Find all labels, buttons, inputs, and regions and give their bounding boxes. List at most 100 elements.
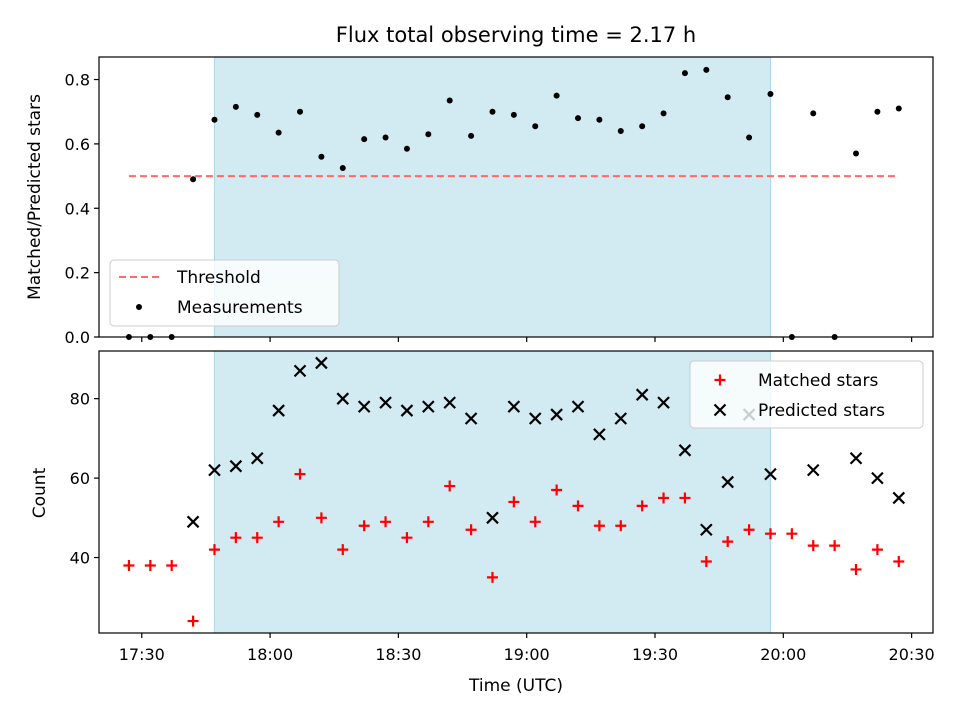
measurement-point bbox=[318, 153, 325, 160]
predicted-stars-point bbox=[678, 444, 692, 457]
matched-stars-point bbox=[422, 516, 434, 528]
measurement-point bbox=[639, 123, 646, 130]
x-tick-label: 20:30 bbox=[889, 645, 935, 664]
predicted-stars-point bbox=[892, 491, 906, 505]
legend-measurements-swatch bbox=[136, 304, 142, 310]
x-tick-label: 18:00 bbox=[247, 645, 293, 664]
matched-stars-point bbox=[529, 516, 541, 528]
matched-stars-point bbox=[829, 540, 841, 552]
matched-stars-point bbox=[893, 556, 905, 568]
predicted-stars-point bbox=[186, 515, 200, 529]
measurement-point bbox=[596, 116, 603, 123]
measurement-point bbox=[510, 111, 517, 118]
x-tick-label: 17:30 bbox=[119, 645, 165, 664]
predicted-stars-point bbox=[422, 400, 435, 413]
matched-stars-point bbox=[572, 500, 584, 512]
observing-window-bottom bbox=[213, 350, 771, 634]
matched-stars-point bbox=[465, 524, 477, 536]
predicted-stars-point bbox=[871, 471, 884, 485]
measurement-point bbox=[232, 103, 239, 110]
matched-stars-point bbox=[850, 563, 862, 575]
measurement-point bbox=[339, 165, 346, 172]
measurement-point bbox=[895, 105, 902, 112]
measurement-point bbox=[575, 115, 582, 122]
measurement-point bbox=[254, 111, 261, 118]
predicted-stars-point bbox=[721, 475, 734, 489]
predicted-stars-point bbox=[507, 400, 521, 413]
matched-stars-point bbox=[380, 516, 392, 528]
y-tick-label: 80 bbox=[70, 390, 90, 409]
matched-stars-point bbox=[144, 559, 156, 571]
measurement-point bbox=[190, 176, 197, 183]
matched-stars-point bbox=[187, 615, 199, 627]
y-axis-label-top: Matched/Predicted stars bbox=[25, 94, 45, 300]
matched-stars-point bbox=[615, 520, 627, 532]
legend-box-bottom bbox=[689, 360, 924, 429]
y-tick-label: 0.0 bbox=[65, 328, 90, 347]
y-tick-label: 0.6 bbox=[65, 135, 90, 154]
matched-stars-point bbox=[658, 492, 670, 504]
matched-stars-point bbox=[208, 544, 220, 556]
predicted-stars-point bbox=[293, 364, 307, 378]
predicted-stars-point bbox=[400, 404, 414, 417]
y-tick-label: 0.4 bbox=[65, 199, 90, 218]
predicted-stars-point bbox=[806, 463, 820, 477]
measurement-point bbox=[874, 108, 881, 115]
legend-threshold-label: Threshold bbox=[176, 268, 261, 288]
chart-title: Flux total observing time = 2.17 h bbox=[336, 23, 696, 47]
matched-stars-point bbox=[486, 571, 498, 583]
predicted-stars-point bbox=[229, 459, 243, 473]
measurement-point bbox=[211, 116, 218, 123]
predicted-stars-point bbox=[528, 412, 542, 425]
predicted-stars-point bbox=[379, 396, 392, 409]
legend-matched-swatch bbox=[714, 374, 726, 386]
predicted-stars-point bbox=[764, 467, 777, 481]
y-axis-label-bottom: Count bbox=[30, 467, 50, 518]
predicted-stars-point bbox=[657, 396, 670, 409]
matched-stars-point bbox=[700, 556, 712, 568]
matched-stars-point bbox=[807, 540, 819, 552]
predicted-stars-point bbox=[250, 451, 264, 465]
measurement-point bbox=[724, 94, 731, 101]
predicted-stars-point bbox=[272, 404, 285, 417]
matched-stars-point bbox=[358, 520, 370, 532]
matched-stars-point bbox=[722, 536, 734, 548]
measurement-point bbox=[532, 123, 539, 130]
measurement-point bbox=[681, 70, 688, 77]
x-axis-label: Time (UTC) bbox=[468, 676, 563, 696]
matched-stars-point bbox=[273, 516, 285, 528]
matched-stars-point bbox=[166, 559, 178, 571]
measurement-point bbox=[810, 110, 817, 117]
measurement-point bbox=[746, 134, 753, 141]
x-tick-label: 20:00 bbox=[760, 645, 806, 664]
matched-stars-point bbox=[508, 496, 520, 508]
measurement-point bbox=[553, 92, 560, 99]
plot-frame-bottom bbox=[98, 350, 934, 634]
measurement-point bbox=[767, 91, 774, 98]
matched-stars-point bbox=[679, 492, 691, 504]
predicted-stars-point bbox=[593, 428, 606, 441]
matched-stars-point bbox=[871, 544, 883, 556]
plot-frame-top bbox=[98, 56, 934, 338]
measurement-point bbox=[853, 150, 860, 157]
y-tick-label: 40 bbox=[70, 549, 90, 568]
legend-predicted-swatch bbox=[713, 403, 727, 417]
measurement-point bbox=[275, 129, 282, 136]
measurement-point bbox=[660, 110, 667, 117]
matched-stars-point bbox=[636, 500, 648, 512]
matched-stars-point bbox=[551, 484, 563, 496]
matched-stars-point bbox=[764, 528, 776, 540]
matched-stars-point bbox=[444, 480, 456, 492]
matched-stars-point bbox=[786, 528, 798, 540]
measurement-point bbox=[446, 97, 453, 104]
predicted-stars-point bbox=[571, 400, 585, 413]
measurement-point bbox=[403, 145, 410, 152]
predicted-stars-point bbox=[849, 451, 863, 465]
predicted-stars-point bbox=[208, 463, 221, 477]
predicted-stars-point bbox=[336, 392, 350, 405]
legend-box-top bbox=[109, 259, 340, 327]
predicted-stars-point bbox=[550, 408, 563, 421]
legend-predicted-label: Predicted stars bbox=[758, 401, 885, 421]
predicted-stars-point bbox=[464, 412, 478, 425]
